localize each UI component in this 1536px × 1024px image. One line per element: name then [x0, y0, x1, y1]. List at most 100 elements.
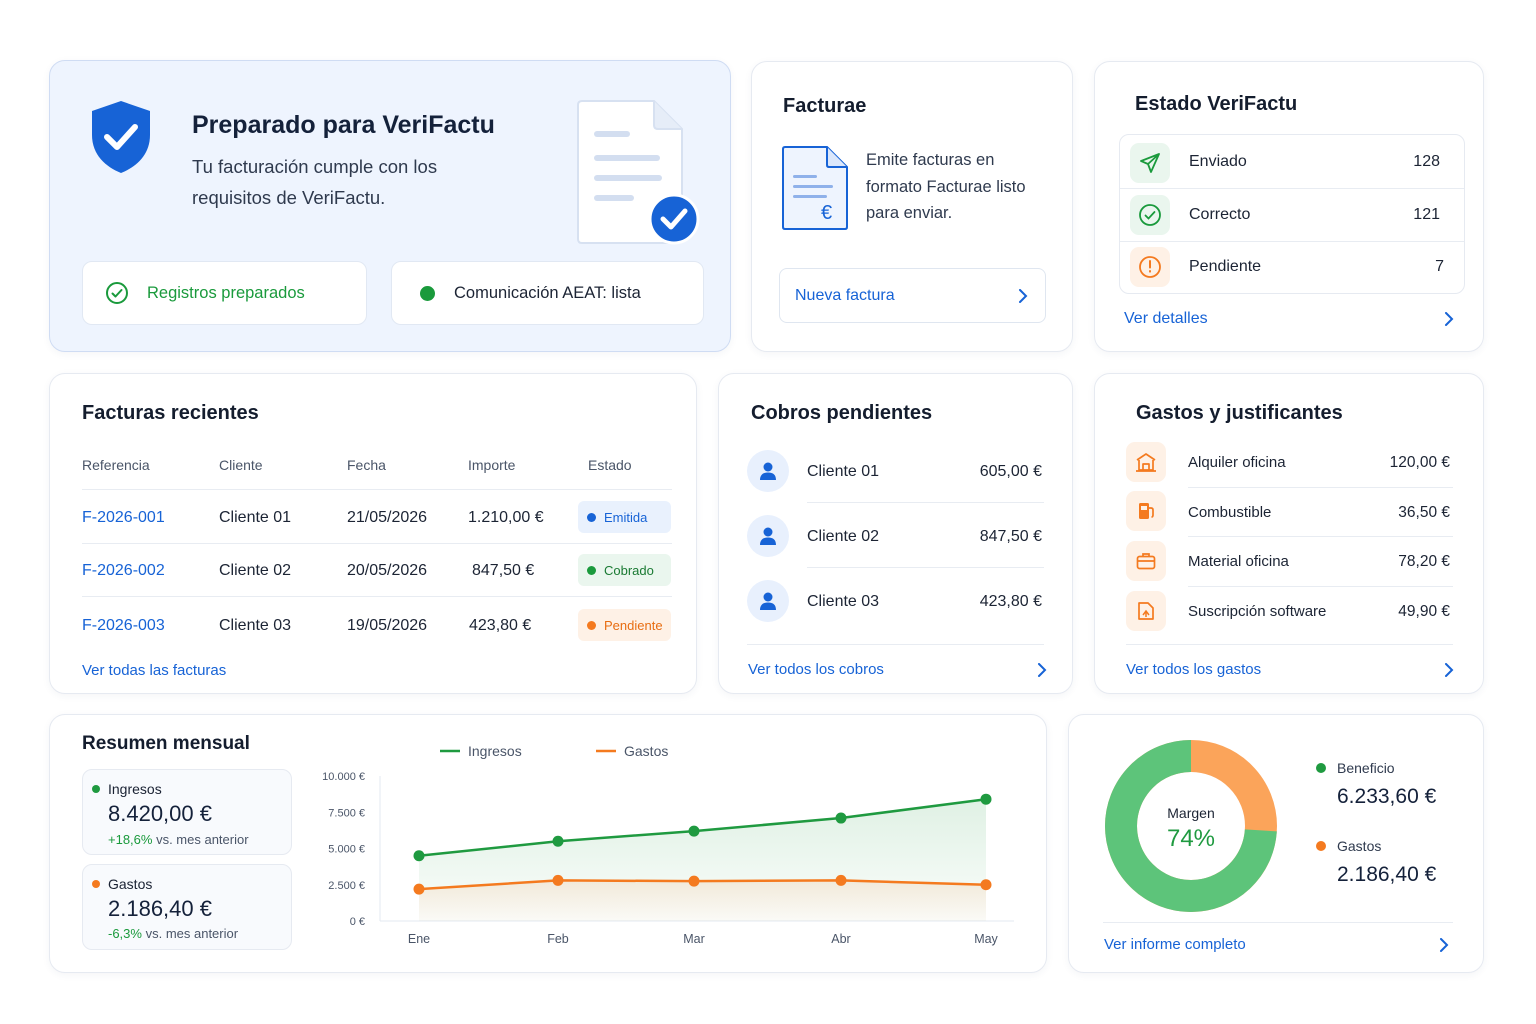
status-badge-paid: Cobrado [578, 554, 671, 586]
status-dot-icon [587, 620, 596, 630]
status-badge-label: Emitida [604, 509, 648, 525]
x-axis: Ene Feb Mar Abr May [408, 932, 999, 946]
divider [807, 502, 1044, 503]
legend-label: Gastos [624, 743, 668, 759]
data-point [688, 825, 700, 837]
software-icon-box [1126, 591, 1166, 631]
status-badge-pending: Pendiente [578, 609, 671, 641]
expense-amount: 78,20 € [1398, 553, 1450, 570]
status-count-correct: 121 [1413, 206, 1440, 223]
briefcase-icon [1136, 553, 1156, 570]
margin-card: Margen 74% Beneficio 6.233,60 € Gastos 2… [1068, 714, 1484, 973]
profit-dot-icon [1316, 763, 1326, 773]
income-change-value: +18,6% [108, 832, 153, 847]
new-invoice-button[interactable]: Nueva factura [779, 268, 1046, 323]
chart-legend: Ingresos Gastos [440, 743, 668, 759]
plot-area [413, 793, 992, 921]
invoice-ref-link[interactable]: F-2026-001 [82, 509, 165, 526]
monthly-summary-card: Resumen mensual Ingresos 8.420,00 € +18,… [49, 714, 1047, 973]
status-count-pending: 7 [1435, 258, 1444, 275]
profit-value: 6.233,60 € [1337, 785, 1437, 808]
column-header-client: Cliente [219, 457, 263, 473]
status-label-correct: Correcto [1189, 206, 1251, 223]
building-icon-box [1126, 442, 1166, 482]
series-area [419, 880, 986, 921]
hero-title: Preparado para VeriFactu [192, 111, 495, 139]
margin-percent: 74% [1167, 825, 1215, 852]
invoice-amount: 423,80 € [469, 617, 532, 634]
expense-label: Suscripción software [1188, 603, 1327, 620]
user-icon [760, 527, 776, 545]
chevron-right-icon[interactable] [1437, 938, 1451, 952]
income-value: 8.420,00 € [108, 801, 212, 826]
x-tick-label: Abr [831, 932, 850, 946]
divider [1188, 586, 1453, 587]
invoice-client: Cliente 03 [219, 617, 292, 634]
payment-amount: 423,80 € [979, 593, 1042, 610]
expenses-summary-value: 2.186,40 € [108, 896, 212, 921]
invoice-ref-link[interactable]: F-2026-003 [82, 617, 165, 634]
view-all-payments-link[interactable]: Ver todos los cobros [748, 661, 884, 678]
expense-amount: 36,50 € [1398, 504, 1450, 521]
payment-client: Cliente 01 [807, 463, 880, 480]
facturae-description: Emite facturas en formato Facturae listo… [866, 151, 1026, 222]
monthly-line-chart: Ingresos Gastos 10.000 € 7.500 € 5.000 € 2.5… [322, 743, 1014, 946]
income-summary: Ingresos 8.420,00 € +18,6% vs. mes anter… [82, 769, 292, 855]
expenses-change-value: -6,3% [108, 926, 142, 941]
margin-expenses-dot-icon [1316, 841, 1326, 851]
records-ready-label: Registros preparados [147, 283, 305, 302]
expense-amount: 49,90 € [1398, 603, 1450, 620]
expense-label: Alquiler oficina [1188, 454, 1286, 471]
margin-donut-chart: Margen 74% [1105, 740, 1277, 912]
data-point [413, 883, 425, 895]
chevron-right-icon[interactable] [1035, 663, 1049, 677]
verifactu-status-card: Estado VeriFactu Enviado 128 Correcto 12… [1094, 61, 1484, 352]
data-point [552, 835, 564, 847]
pending-payments-card: Cobros pendientes Cliente 01 605,00 € Cl… [718, 373, 1073, 694]
income-label: Ingresos [108, 781, 162, 797]
divider [1126, 644, 1453, 645]
expenses-card: Gastos y justificantes Alquiler oficina … [1094, 373, 1484, 694]
payment-client: Cliente 03 [807, 593, 880, 610]
briefcase-icon-box [1126, 541, 1166, 581]
avatar [747, 580, 789, 622]
recent-invoices-card: Facturas recientes Referencia Cliente Fe… [49, 373, 697, 694]
view-all-expenses-link[interactable]: Ver todos los gastos [1126, 661, 1262, 678]
invoice-euro-icon: € [782, 146, 848, 230]
avatar [747, 450, 789, 492]
verifactu-status-title: Estado VeriFactu [1135, 93, 1298, 115]
expense-label: Material oficina [1188, 553, 1289, 570]
status-count-sent: 128 [1413, 153, 1440, 170]
x-tick-label: May [974, 932, 998, 946]
invoice-client: Cliente 02 [219, 562, 292, 579]
data-point [835, 874, 847, 886]
user-icon [760, 592, 776, 610]
divider [1120, 188, 1464, 189]
divider [1103, 922, 1453, 923]
expenses-dot-icon [92, 880, 100, 888]
chevron-right-icon [1019, 289, 1028, 303]
expenses-change-suffix: vs. mes anterior [145, 926, 239, 941]
expense-label: Combustible [1188, 504, 1272, 521]
pending-payments-title: Cobros pendientes [751, 402, 933, 424]
chevron-right-icon[interactable] [1442, 663, 1456, 677]
invoice-ref-link[interactable]: F-2026-002 [82, 562, 165, 579]
margin-expenses-label: Gastos [1337, 838, 1382, 854]
y-tick-label: 5.000 € [328, 844, 365, 856]
send-icon-box [1130, 143, 1170, 183]
income-dot-icon [92, 785, 100, 793]
expenses-change: -6,3% vs. mes anterior [108, 926, 238, 941]
y-tick-label: 7.500 € [328, 807, 365, 819]
view-full-report-link[interactable]: Ver informe completo [1104, 936, 1246, 953]
document-check-icon [577, 100, 700, 245]
view-all-invoices-link[interactable]: Ver todas las facturas [82, 662, 227, 679]
chevron-right-icon[interactable] [1442, 312, 1456, 326]
euro-symbol: € [821, 202, 832, 224]
divider [747, 644, 1044, 645]
legend-label: Ingresos [468, 743, 522, 759]
donut-profit-segment [1105, 740, 1277, 912]
data-point [835, 812, 847, 824]
view-details-link[interactable]: Ver detalles [1124, 310, 1208, 327]
avatar [747, 515, 789, 557]
divider [82, 489, 672, 490]
